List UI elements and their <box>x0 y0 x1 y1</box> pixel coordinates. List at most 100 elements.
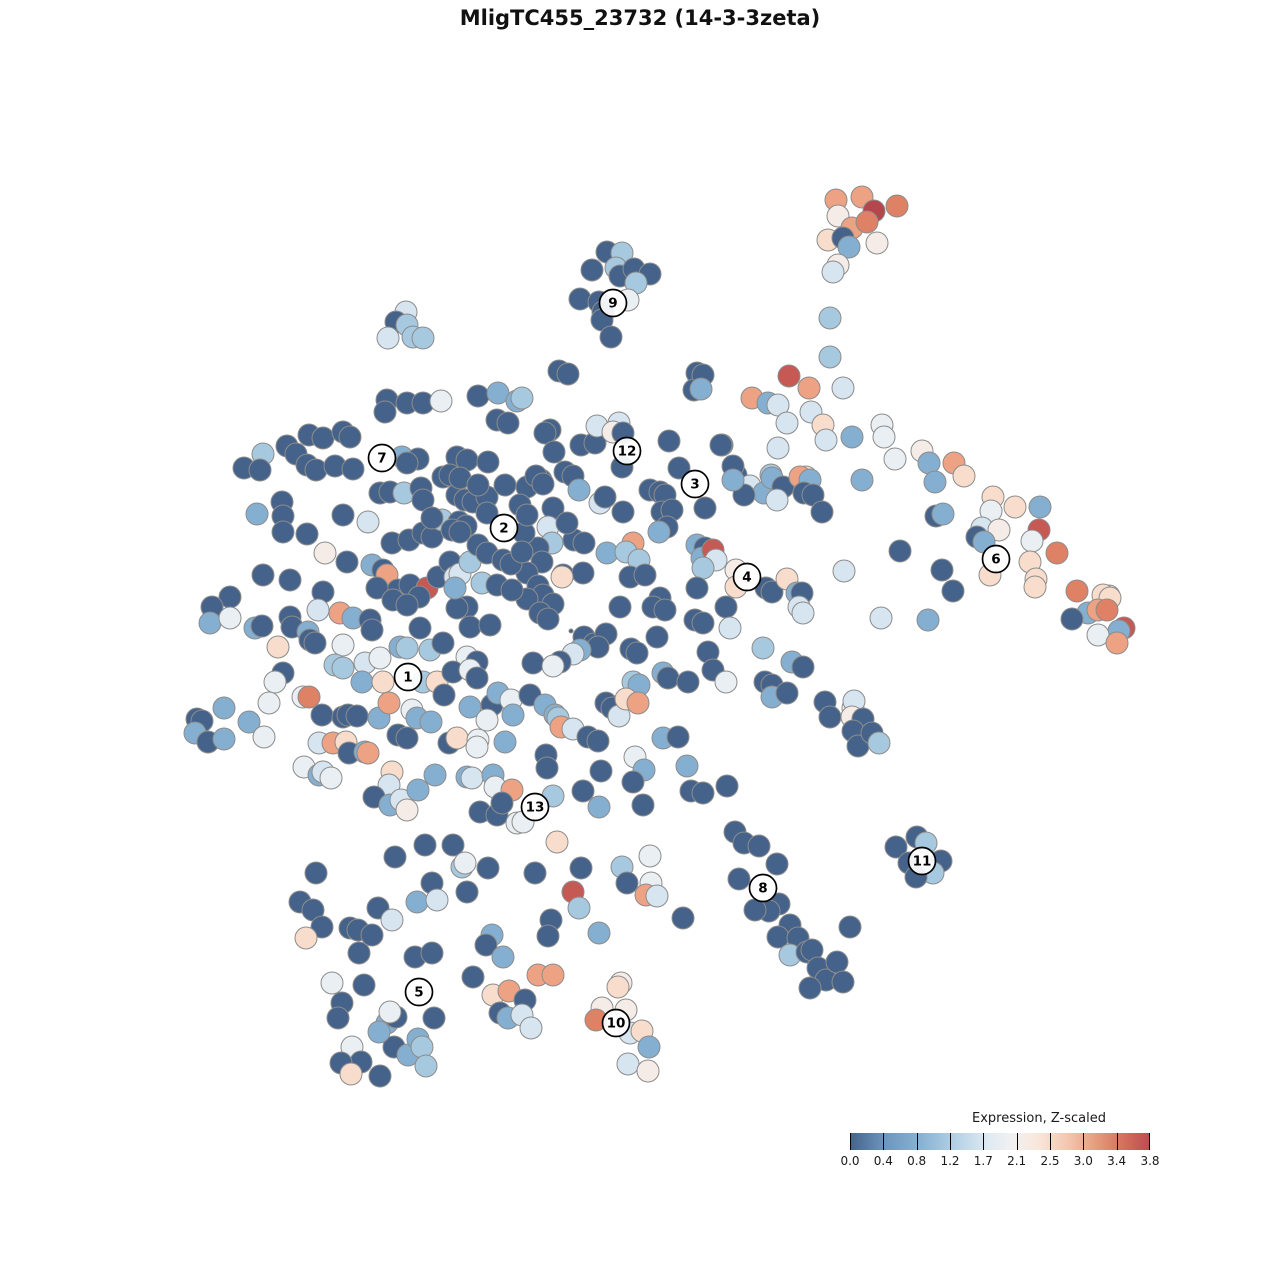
data-point <box>625 641 649 665</box>
data-point <box>341 457 365 481</box>
cluster-label-11: 11 <box>907 846 937 876</box>
data-point <box>550 565 574 589</box>
data-point <box>810 500 834 524</box>
data-point <box>718 616 742 640</box>
data-point <box>825 950 849 974</box>
cluster-label-text: 1 <box>403 670 412 686</box>
data-point <box>675 754 699 778</box>
data-point <box>376 326 400 350</box>
data-point <box>567 896 591 920</box>
data-point <box>294 926 318 950</box>
data-point <box>709 433 733 457</box>
data-point <box>515 503 539 527</box>
data-point <box>888 539 912 563</box>
data-point <box>371 670 395 694</box>
data-point <box>237 710 261 734</box>
data-point <box>378 1000 402 1024</box>
data-point <box>466 473 490 497</box>
data-point <box>1003 495 1027 519</box>
data-point <box>306 598 330 622</box>
data-point <box>1060 607 1084 631</box>
data-point <box>531 472 555 496</box>
cluster-label-5: 5 <box>404 977 434 1007</box>
data-point <box>465 666 489 690</box>
data-point <box>331 656 355 680</box>
cluster-label-text: 6 <box>991 552 1000 568</box>
colorbar-tick-mark <box>1016 1133 1018 1150</box>
data-point <box>760 580 784 604</box>
data-point <box>455 880 479 904</box>
data-point <box>510 386 534 410</box>
data-point <box>587 795 611 819</box>
data-point <box>356 510 380 534</box>
data-point <box>569 856 593 880</box>
colorbar-tick-label: 0.8 <box>907 1154 927 1168</box>
data-point <box>797 376 821 400</box>
data-point <box>751 636 775 660</box>
data-point <box>257 691 281 715</box>
data-point <box>310 703 334 727</box>
data-point <box>250 614 274 638</box>
data-point <box>331 633 355 657</box>
cluster-label-circle <box>748 873 778 903</box>
data-point <box>478 613 502 637</box>
data-point <box>691 556 715 580</box>
data-point <box>491 945 515 969</box>
data-point <box>637 1035 661 1059</box>
data-point <box>1065 579 1089 603</box>
data-point <box>571 779 595 803</box>
cluster-label-circle <box>393 662 423 692</box>
data-point <box>568 628 574 634</box>
data-point <box>821 260 845 284</box>
data-point <box>304 861 328 885</box>
colorbar-tick-mark <box>983 1133 985 1150</box>
data-point <box>775 681 799 705</box>
data-point <box>413 833 437 857</box>
data-point <box>541 963 565 987</box>
data-point <box>533 421 557 445</box>
data-point <box>606 975 630 999</box>
data-point <box>621 770 645 794</box>
data-point <box>818 705 842 729</box>
data-point <box>411 326 435 350</box>
data-point <box>431 631 455 655</box>
cluster-label-1: 1 <box>393 662 423 692</box>
data-point <box>838 915 862 939</box>
data-point <box>496 411 520 435</box>
data-point <box>429 389 453 413</box>
data-point <box>671 906 695 930</box>
data-point <box>714 595 738 619</box>
data-point <box>521 651 545 675</box>
data-point <box>368 1064 392 1088</box>
cluster-label-circle <box>680 469 710 499</box>
plot-title: MligTC455_23732 (14-3-3zeta) <box>459 6 821 30</box>
data-point <box>987 518 1011 542</box>
data-point <box>458 615 482 639</box>
data-point <box>297 685 321 709</box>
cluster-label-text: 3 <box>690 477 699 493</box>
cluster-label-text: 4 <box>742 570 751 586</box>
data-point <box>556 362 580 386</box>
data-point <box>212 727 236 751</box>
data-point <box>460 766 484 790</box>
data-point <box>615 871 639 895</box>
data-point <box>685 576 709 600</box>
data-point <box>747 834 771 858</box>
cluster-label-9: 9 <box>598 288 628 318</box>
data-point <box>510 540 534 564</box>
data-point <box>475 501 499 525</box>
colorbar-tick-label: 3.4 <box>1107 1154 1127 1168</box>
data-point <box>536 607 560 631</box>
data-point <box>448 520 472 544</box>
data-point <box>263 670 287 694</box>
data-point <box>331 503 355 527</box>
data-point <box>395 593 419 617</box>
data-point <box>338 425 362 449</box>
colorbar-tick-label: 3.8 <box>1140 1154 1160 1168</box>
cluster-label-text: 11 <box>913 854 932 870</box>
colorbar-tick-mark <box>916 1133 918 1150</box>
cluster-label-3: 3 <box>680 469 710 499</box>
data-point <box>476 450 500 474</box>
data-point <box>414 1054 438 1078</box>
